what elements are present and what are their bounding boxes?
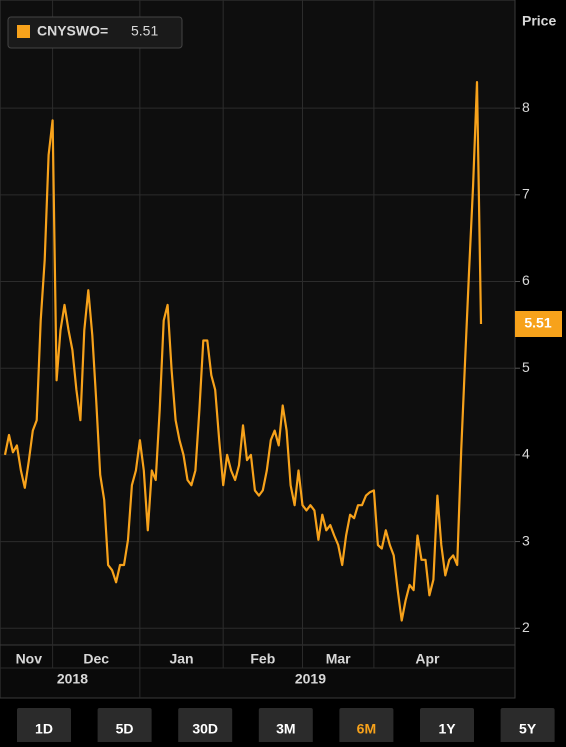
price-line (3, 81, 483, 622)
range-button[interactable]: 1Y (420, 708, 474, 747)
range-button[interactable]: 30D (178, 708, 233, 747)
last-price-label: 5.51 (524, 315, 551, 331)
y-tick-label: 8 (522, 99, 530, 115)
y-tick-label: 3 (522, 532, 530, 548)
range-button-box[interactable] (17, 708, 71, 747)
legend: CNYSWO= 5.51 (7, 16, 183, 49)
range-button[interactable]: 1D (17, 708, 71, 747)
range-button-box[interactable] (500, 708, 555, 747)
legend-swatch (17, 25, 30, 38)
range-button-label[interactable]: 30D (192, 721, 218, 737)
x-year-label: 2019 (295, 671, 326, 687)
x-tick-label: Mar (326, 651, 351, 667)
range-button[interactable]: 3M (258, 708, 313, 747)
range-button-label[interactable]: 5D (116, 721, 134, 737)
range-button[interactable]: 5D (97, 708, 152, 747)
x-axis-area (0, 644, 516, 699)
x-tick-label: Apr (415, 651, 440, 667)
range-button-label[interactable]: 5Y (519, 721, 537, 737)
y-tick-label: 6 (522, 272, 530, 288)
range-button-label[interactable]: 3M (276, 721, 295, 737)
range-button-label[interactable]: 1Y (438, 721, 456, 737)
y-axis-label: Price (522, 13, 556, 29)
y-tick-label: 4 (522, 446, 530, 462)
range-button-label[interactable]: 6M (357, 721, 376, 737)
range-button[interactable]: 5Y (500, 708, 555, 747)
legend-value: 5.51 (131, 23, 158, 39)
x-tick-label: Nov (16, 651, 43, 667)
range-button-box[interactable] (178, 708, 233, 747)
legend-name: CNYSWO= (37, 23, 108, 39)
x-year-label: 2018 (57, 671, 88, 687)
x-tick-label: Feb (250, 651, 275, 667)
plot (0, 0, 515, 645)
range-button-label[interactable]: 1D (35, 721, 53, 737)
range-button-box[interactable] (420, 708, 474, 747)
plot-area (0, 0, 516, 646)
range-button-box[interactable] (339, 708, 394, 747)
y-tick-label: 5 (522, 359, 530, 375)
range-button-box[interactable] (97, 708, 152, 747)
x-tick-label: Jan (169, 651, 193, 667)
range-button-box[interactable] (258, 708, 313, 747)
last-price-box (515, 311, 562, 337)
legend-box (7, 16, 183, 49)
range-button[interactable]: 6M (339, 708, 394, 747)
y-tick-label: 7 (522, 186, 530, 202)
x-tick-label: Dec (83, 651, 109, 667)
y-tick-label: 2 (522, 619, 530, 635)
